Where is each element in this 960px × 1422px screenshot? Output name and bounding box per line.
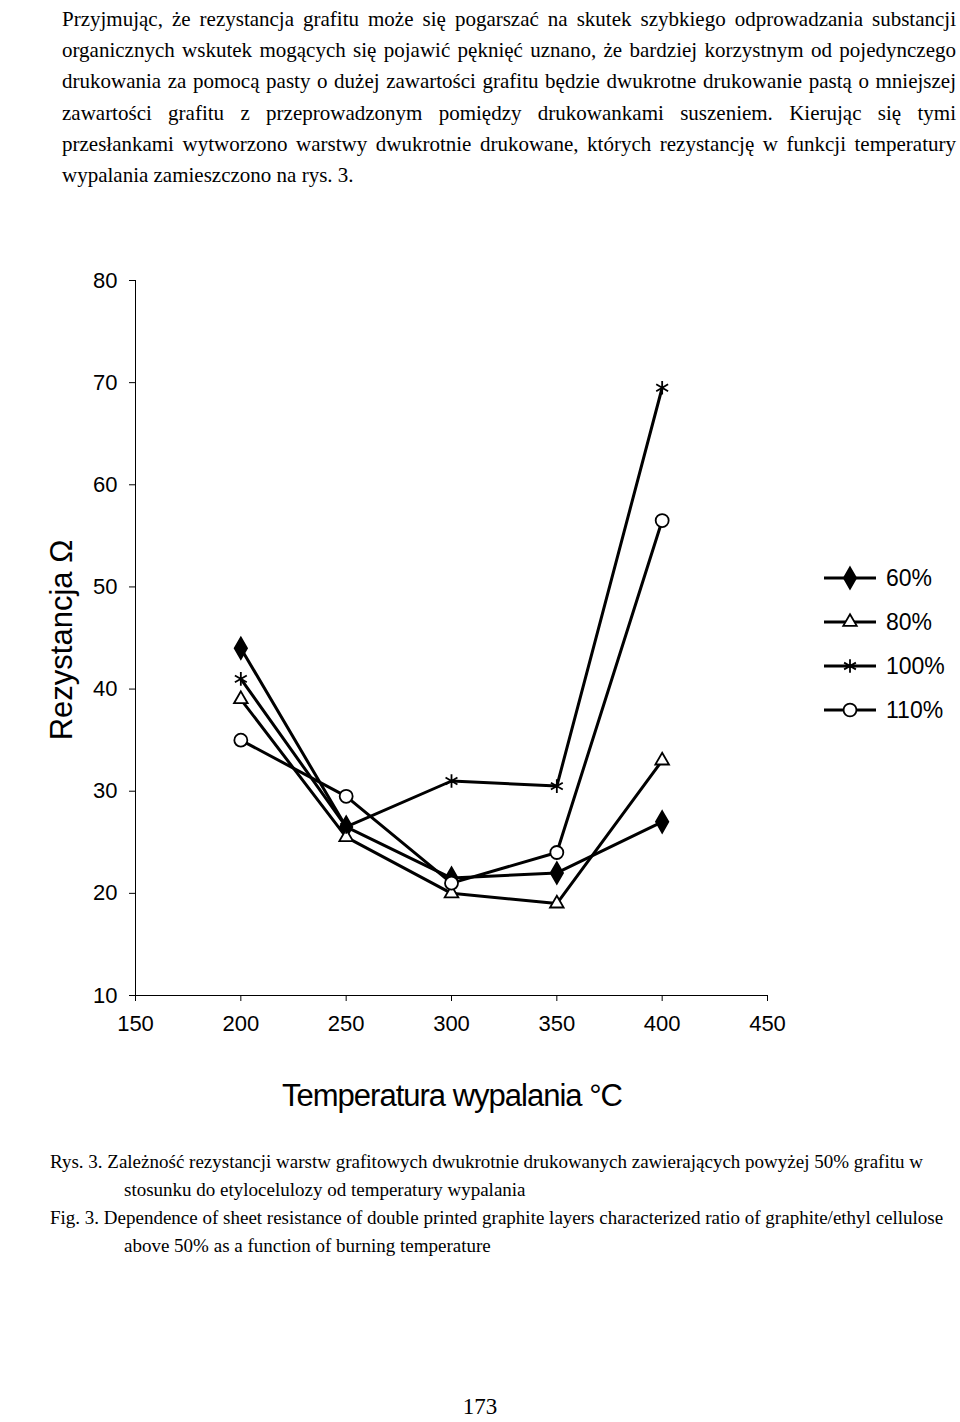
svg-text:30: 30 [93,778,117,803]
svg-text:50: 50 [93,574,117,599]
svg-text:80: 80 [93,268,117,293]
html-text:Temperatura wypalania °C: Temperatura wypalania °C [282,1078,622,1113]
svg-text:450: 450 [749,1011,786,1036]
html-text:80%: 80% [886,608,932,635]
html-text:Przyjmując, że rezystancja gra: Przyjmując, że rezystancja grafitu może … [62,7,956,187]
html-text:110%: 110% [886,696,944,723]
svg-text:10: 10 [93,983,117,1008]
svg-text:350: 350 [538,1011,575,1036]
svg-text:400: 400 [644,1011,681,1036]
svg-text:40: 40 [93,676,117,701]
svg-text:250: 250 [328,1011,365,1036]
html-text:100%: 100% [886,652,945,679]
html-text:Rys. 3. Zależność rezystancji: Rys. 3. Zależność rezystancji warstw gra… [50,1151,923,1200]
svg-text:70: 70 [93,370,117,395]
svg-text:150: 150 [117,1011,154,1036]
svg-text:300: 300 [433,1011,470,1036]
svg-text:60: 60 [93,472,117,497]
html-text:60%: 60% [886,564,932,591]
svg-text:20: 20 [93,880,117,905]
html-text:173: 173 [462,1394,498,1419]
html-text:Fig. 3. Dependence of sheet re: Fig. 3. Dependence of sheet resistance o… [50,1207,944,1256]
html-text:Rezystancja Ω: Rezystancja Ω [44,539,79,741]
svg-text:200: 200 [222,1011,259,1036]
